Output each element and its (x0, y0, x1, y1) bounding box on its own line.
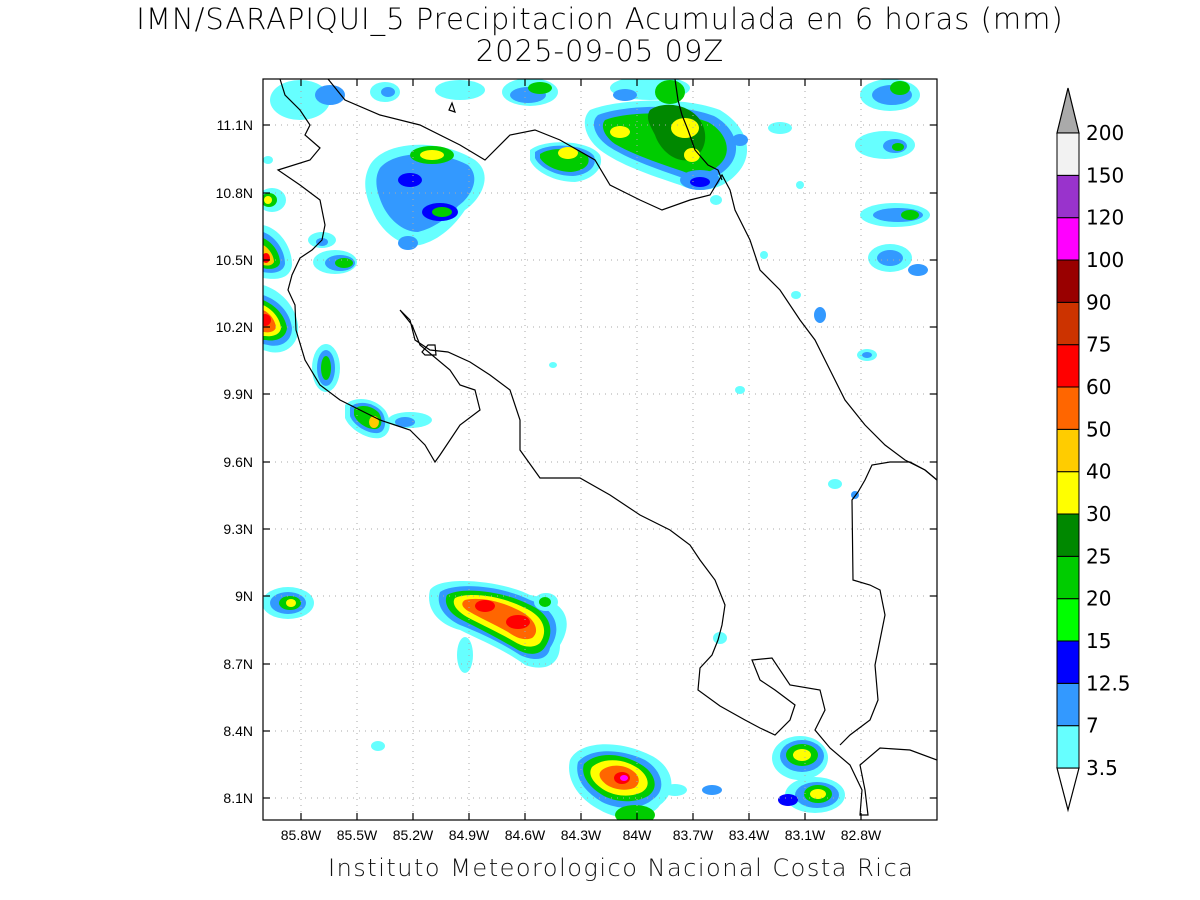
colorbar-swatch (1056, 301, 1080, 346)
map-frame (262, 78, 938, 821)
lat-tick-label: 8.4N (223, 723, 253, 739)
lat-tick-label: 9.6N (223, 454, 253, 470)
colorbar: 3.5 7 12.5 15 20 25 30 40 50 60 75 90 100 120 150 200 (1056, 87, 1131, 813)
colorbar-label: 150 (1086, 163, 1124, 187)
rain-cell-nicoya (345, 398, 432, 439)
lon-tick-label: 84.3W (561, 827, 602, 843)
precipitation-field (263, 79, 930, 820)
colorbar-swatch (1056, 132, 1080, 176)
colorbar-bottom-arrow (1056, 767, 1080, 813)
lon-tick-label: 84.9W (449, 827, 490, 843)
footer-credit: Instituto Meteorologico Nacional Costa R… (328, 854, 915, 882)
map-grid (263, 79, 937, 820)
colorbar-swatch (1056, 682, 1080, 727)
colorbar-swatch (1056, 555, 1080, 600)
colorbar-swatch (1056, 344, 1080, 388)
colorbar-label: 30 (1086, 502, 1111, 526)
lat-tick-label: 8.1N (223, 790, 253, 806)
rain-cell-southeast (772, 736, 845, 813)
colorbar-swatch (1056, 259, 1080, 303)
colorbar-swatch (1056, 174, 1080, 219)
lat-tick-label: 10.5N (216, 252, 253, 268)
rain-cell-northeast (549, 79, 930, 644)
lat-tick-label: 10.8N (216, 185, 253, 201)
lon-tick-label: 85.5W (337, 827, 378, 843)
lon-tick-label: 84.6W (505, 827, 546, 843)
colorbar-label: 50 (1086, 417, 1111, 441)
lon-tick-label: 84W (623, 827, 653, 843)
colorbar-label: 40 (1086, 460, 1111, 484)
colorbar-label: 60 (1086, 375, 1111, 399)
lon-tick-label: 82.8W (841, 827, 882, 843)
lon-tick-label: 85.8W (281, 827, 322, 843)
rain-cell-central-pacific (429, 580, 567, 673)
lon-tick-label: 83.4W (729, 827, 770, 843)
colorbar-swatch (1056, 513, 1080, 557)
map-timestamp: 2025-09-05 09Z (475, 34, 725, 68)
colorbar-label: 75 (1086, 333, 1111, 357)
colorbar-swatch (1056, 640, 1080, 684)
colorbar-swatch (1056, 598, 1080, 642)
colorbar-label: 15 (1086, 629, 1111, 653)
colorbar-label: 120 (1086, 206, 1124, 230)
colorbar-swatch (1056, 428, 1080, 473)
colorbar-swatch (1056, 217, 1080, 261)
lat-tick-label: 9.9N (223, 386, 253, 402)
rain-cell-west (263, 587, 385, 751)
lat-tick-label: 9N (235, 588, 253, 604)
colorbar-label: 12.5 (1086, 671, 1131, 695)
colorbar-label: 200 (1086, 121, 1124, 145)
colorbar-swatch (1056, 725, 1080, 769)
rain-cell-south (569, 744, 722, 820)
colorbar-label: 90 (1086, 290, 1111, 314)
map-title: IMN/SARAPIQUI_5 Precipitacion Acumulada … (136, 2, 1064, 36)
coastline-borders (276, 79, 937, 816)
colorbar-top-arrow (1056, 87, 1080, 134)
latitude-axis: 11.1N 10.8N 10.5N 10.2N 9.9N 9.6N 9.3N 9N 8.7N 8.… (216, 117, 937, 806)
lon-tick-label: 83.1W (785, 827, 826, 843)
colorbar-label: 7 (1086, 714, 1099, 738)
colorbar-swatch (1056, 471, 1080, 515)
lon-tick-label: 85.2W (393, 827, 434, 843)
lat-tick-label: 9.3N (223, 521, 253, 537)
lat-tick-label: 11.1N (217, 117, 253, 133)
colorbar-label: 3.5 (1086, 756, 1118, 780)
colorbar-label: 25 (1086, 544, 1111, 568)
colorbar-label: 20 (1086, 587, 1111, 611)
lat-tick-label: 8.7N (223, 656, 253, 672)
rain-cell-northwest-coast (263, 156, 357, 392)
colorbar-label: 100 (1086, 248, 1124, 272)
colorbar-swatch (1056, 386, 1080, 430)
longitude-axis: 85.8W 85.5W 85.2W 84.9W 84.6W 84.3W 84W 83.7W 83… (281, 79, 882, 843)
lat-tick-label: 10.2N (216, 319, 253, 335)
lon-tick-label: 83.7W (673, 827, 714, 843)
